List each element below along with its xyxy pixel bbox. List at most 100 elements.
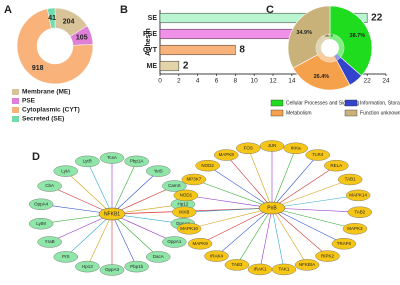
edge — [111, 170, 159, 215]
node — [146, 165, 171, 177]
bar — [159, 44, 236, 56]
node — [324, 159, 349, 172]
node — [342, 223, 368, 235]
edge — [259, 207, 273, 270]
legend-label: Cellular Processes and Signaling — [286, 100, 360, 106]
edges — [41, 146, 360, 270]
edge — [111, 213, 137, 267]
x-tick-label: 10 — [251, 78, 259, 85]
donut-slice — [47, 7, 56, 29]
node — [37, 236, 62, 248]
sunburst-inner — [317, 52, 337, 62]
node — [53, 251, 78, 263]
node-label: IRAK4 — [210, 253, 224, 258]
node-label: TAK1 — [279, 267, 290, 272]
node — [236, 142, 261, 154]
node-label: OppA2 — [176, 221, 191, 226]
edge — [65, 213, 113, 258]
node — [214, 149, 239, 161]
node — [172, 206, 197, 218]
edge — [271, 195, 359, 209]
edge — [65, 170, 113, 215]
value-label: 22 — [371, 13, 383, 24]
slice-label: 41 — [48, 15, 56, 22]
edge — [87, 161, 113, 215]
edge — [184, 207, 273, 213]
node — [224, 259, 250, 271]
node — [162, 236, 187, 248]
edge — [226, 154, 273, 209]
node — [75, 155, 100, 168]
node-label: TAB2 — [354, 209, 365, 214]
node-label: TcsA — [107, 155, 117, 160]
sunburst-inner — [330, 34, 344, 58]
slice-label: 105 — [76, 35, 88, 42]
bar — [159, 12, 368, 24]
node-label: MAPK10 — [180, 226, 198, 231]
node-label: OppA1 — [167, 239, 182, 244]
legend-swatch — [12, 116, 19, 122]
node — [53, 165, 78, 177]
node-label: TLR4 — [312, 152, 324, 157]
edge — [247, 148, 273, 209]
legend-label: Membrane (ME) — [22, 89, 70, 96]
node-label: MAPK3 — [347, 226, 363, 231]
slice-label: 34.9% — [296, 30, 312, 36]
node-label: IRAK1 — [254, 267, 268, 272]
node — [37, 180, 62, 192]
node-label: CamS — [168, 183, 181, 188]
x-tick-label: 12 — [269, 78, 277, 85]
legend-swatch — [12, 98, 19, 104]
node — [124, 260, 149, 273]
nodes: TcsA Pbp1A YeiS CamS Hp12 OppA2 OppA1 DacA Pbp1b… — [28, 140, 372, 276]
edge — [271, 154, 318, 209]
node-label: Hp13 — [82, 264, 93, 269]
legend-label: Information, Storage and Processing — [360, 100, 400, 106]
value-label: 2 — [183, 61, 189, 72]
node — [99, 152, 125, 164]
node-label: LytR — [83, 159, 93, 164]
x-tick-label: 6 — [215, 78, 219, 85]
node — [162, 180, 187, 192]
edge — [271, 207, 308, 266]
slice-label: 204 — [63, 18, 75, 25]
panel-label: B — [120, 4, 128, 16]
edge — [111, 213, 159, 258]
node-label: OppA4 — [34, 201, 49, 206]
node-label: NFKBIA — [299, 262, 315, 267]
node-label: NOD2 — [201, 163, 214, 168]
node-label: YeiS — [154, 168, 163, 173]
panel-label: A — [4, 4, 12, 16]
panel-label: D — [32, 151, 40, 163]
node — [294, 259, 320, 271]
node-label: PrS — [62, 254, 70, 259]
node — [259, 140, 285, 152]
y-tick-label: SE — [148, 15, 158, 22]
legend-swatch — [344, 99, 358, 107]
node — [195, 159, 220, 172]
node — [247, 263, 273, 276]
edge — [111, 213, 175, 243]
node-label: TRAF6 — [337, 241, 352, 246]
node-label: Pbp1A — [130, 159, 144, 164]
edge — [216, 207, 273, 257]
y-axis-title: Adhesin — [145, 28, 152, 56]
edge — [111, 185, 175, 215]
edge — [189, 207, 273, 230]
node — [337, 173, 363, 186]
edge — [271, 207, 360, 213]
node-label: FOS — [244, 145, 253, 150]
x-tick-label: 4 — [196, 78, 200, 85]
node-label: MP3K7 — [186, 177, 201, 182]
x-tick-label: 2 — [177, 78, 181, 85]
x-tick-label: 24 — [382, 78, 390, 85]
x-tick-label: 14 — [288, 78, 296, 85]
node-label: TAB1 — [345, 177, 356, 182]
legend-label: Cytoplasmic (CYT) — [22, 107, 80, 114]
y-tick-label: PSE — [143, 31, 157, 38]
node-label: Hp12 — [178, 201, 189, 206]
donut-slice — [16, 8, 94, 85]
node — [28, 198, 54, 210]
node-label: JUN — [268, 143, 277, 148]
